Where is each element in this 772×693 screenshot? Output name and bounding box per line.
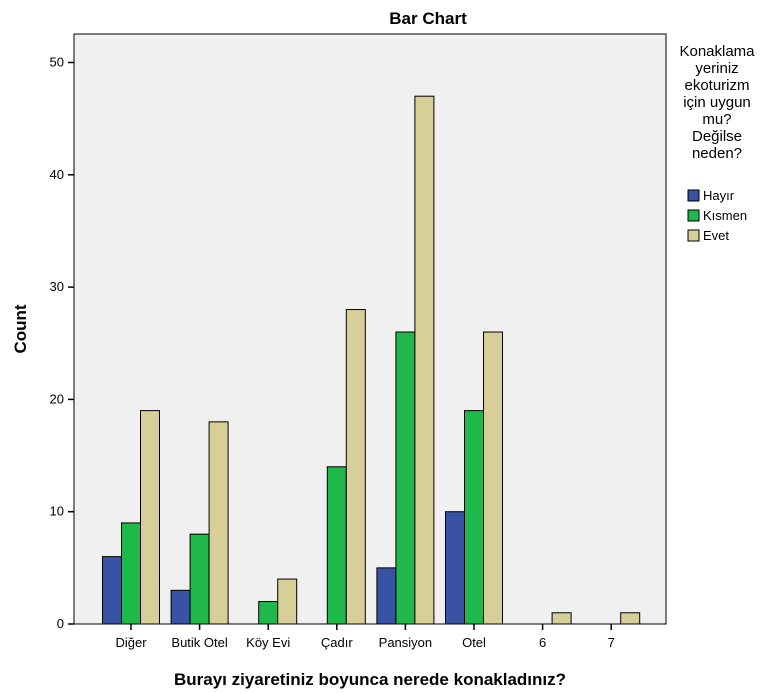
x-tick-label: Otel bbox=[462, 635, 486, 650]
legend-title-line: Konaklama bbox=[679, 43, 755, 60]
bar bbox=[621, 613, 640, 624]
x-tick-label: 6 bbox=[539, 635, 546, 650]
y-tick-label: 40 bbox=[50, 167, 64, 182]
bar bbox=[346, 310, 365, 624]
legend-label: Kısmen bbox=[703, 208, 747, 223]
bar bbox=[259, 602, 278, 624]
legend-swatch bbox=[688, 190, 699, 201]
y-tick-label: 20 bbox=[50, 391, 64, 406]
bar bbox=[552, 613, 571, 624]
y-axis: 0 10 20 30 40 50 bbox=[50, 55, 74, 632]
bar bbox=[396, 332, 415, 624]
x-tick-label: Butik Otel bbox=[171, 635, 227, 650]
legend-label: Hayır bbox=[703, 188, 735, 203]
bar bbox=[377, 568, 396, 624]
y-tick-label: 0 bbox=[57, 616, 64, 631]
y-tick-label: 30 bbox=[50, 279, 64, 294]
x-axis-title: Burayı ziyaretiniz boyunca nerede konakl… bbox=[174, 670, 566, 689]
x-tick-label: Diğer bbox=[115, 635, 147, 650]
y-tick-label: 10 bbox=[50, 504, 64, 519]
bar bbox=[122, 523, 141, 624]
x-tick-label: Pansiyon bbox=[379, 635, 432, 650]
x-axis: Diğer Butik Otel Köy Evi Çadır Pansiyon Otel 6… bbox=[115, 624, 614, 650]
bar bbox=[171, 590, 190, 624]
plot-area bbox=[74, 34, 666, 624]
bar bbox=[465, 411, 484, 624]
bar bbox=[484, 332, 503, 624]
bar bbox=[446, 512, 465, 624]
y-tick-label: 50 bbox=[50, 55, 64, 70]
legend-swatch bbox=[688, 230, 699, 241]
bar bbox=[415, 96, 434, 624]
legend-swatch bbox=[688, 210, 699, 221]
x-tick-label: Çadır bbox=[321, 635, 353, 650]
legend-title-line: ekoturizm bbox=[684, 77, 749, 94]
chart-title: Bar Chart bbox=[389, 9, 467, 28]
legend-title-line: mu? bbox=[702, 111, 731, 128]
bar bbox=[327, 467, 346, 624]
bar bbox=[103, 557, 122, 624]
y-axis-title: Count bbox=[11, 304, 30, 353]
x-tick-label: 7 bbox=[608, 635, 615, 650]
x-tick-label: Köy Evi bbox=[246, 635, 290, 650]
legend-title-line: neden? bbox=[692, 145, 742, 162]
bar bbox=[278, 579, 297, 624]
legend-title-line: yeriniz bbox=[695, 60, 738, 77]
bar bbox=[141, 411, 160, 624]
bar bbox=[209, 422, 228, 624]
legend-label: Evet bbox=[703, 228, 729, 243]
legend-title-line: için uygun bbox=[683, 94, 751, 111]
bar bbox=[190, 534, 209, 624]
legend-title-line: Değilse bbox=[692, 128, 742, 145]
